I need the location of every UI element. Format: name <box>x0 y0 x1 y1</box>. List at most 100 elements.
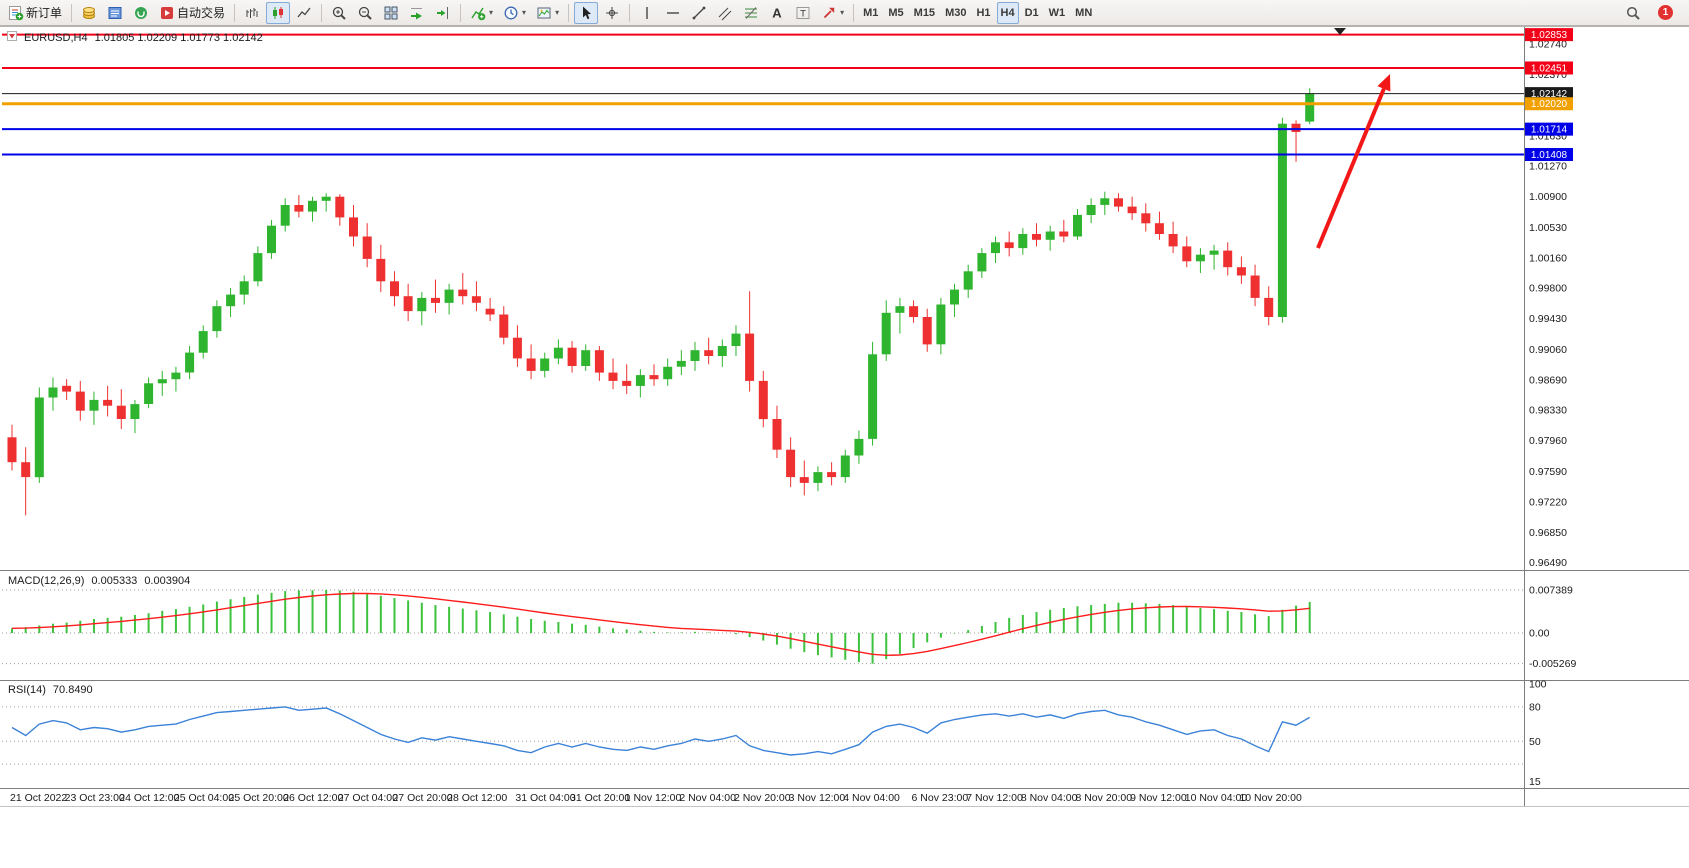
svg-text:A: A <box>772 5 782 20</box>
autotrading-icon <box>159 5 175 21</box>
macd-histogram <box>11 589 1311 664</box>
price-axis-label: 1.02740 <box>1529 39 1567 51</box>
zoom-in-icon <box>331 5 347 21</box>
date-axis-label: 6 Nov 23:00 <box>912 792 969 804</box>
rsi-name: RSI(14) <box>8 684 46 696</box>
toolbar-separator <box>853 3 855 22</box>
new-order-button[interactable]: 新订单 <box>4 2 66 24</box>
bar-chart-button[interactable] <box>240 2 264 24</box>
price-badge-label: 1.01408 <box>1531 150 1568 161</box>
price-badge-label: 1.01714 <box>1531 125 1568 136</box>
chart-window-icon <box>7 31 17 44</box>
rsi-line <box>11 706 1311 756</box>
price-axis-label: 1.01270 <box>1529 160 1567 172</box>
text-icon: A <box>769 5 785 21</box>
chart-shift-marker[interactable] <box>1334 28 1346 35</box>
candlestick-series <box>7 88 1315 516</box>
macd-axis-label: -0.005269 <box>1529 658 1576 670</box>
timeframe-m5-label: M5 <box>888 6 904 19</box>
notifications-button[interactable]: 1 <box>1654 2 1677 24</box>
fibonacci-button[interactable] <box>739 2 763 24</box>
indicators-button[interactable]: ▾ <box>466 2 497 24</box>
search-icon <box>1625 5 1641 21</box>
date-axis-label: 24 Oct 12:00 <box>119 792 179 804</box>
timeframe-w1-label: W1 <box>1048 6 1066 19</box>
toolbar-separator <box>71 3 73 22</box>
timeframe-d1[interactable]: D1 <box>1021 2 1043 24</box>
periods-icon <box>503 5 519 21</box>
trendline-button[interactable] <box>687 2 711 24</box>
date-axis-label: 25 Oct 04:00 <box>174 792 234 804</box>
timeframe-m1-label: M1 <box>863 6 879 19</box>
zoom-in-button[interactable] <box>327 2 351 24</box>
price-badge-label: 1.02451 <box>1531 63 1568 74</box>
toolbar-right-group: 1 <box>1620 2 1686 24</box>
timeframe-h1[interactable]: H1 <box>972 2 994 24</box>
price-axis-label: 0.99800 <box>1529 282 1567 294</box>
price-axis-label: 0.97960 <box>1529 435 1567 447</box>
timeframe-w1[interactable]: W1 <box>1045 2 1070 24</box>
timeframe-m30[interactable]: M30 <box>941 2 970 24</box>
zoom-out-button[interactable] <box>353 2 377 24</box>
crosshair-button[interactable] <box>600 2 624 24</box>
market-watch-button[interactable] <box>77 2 101 24</box>
toolbar-separator <box>460 3 462 22</box>
search-button[interactable] <box>1621 2 1645 24</box>
date-axis-label: 3 Nov 12:00 <box>789 792 846 804</box>
vertical-line-button[interactable] <box>635 2 659 24</box>
timeframe-d1-label: D1 <box>1024 6 1039 19</box>
auto-scroll-button[interactable] <box>405 2 429 24</box>
price-axis-label: 0.96850 <box>1529 527 1567 539</box>
trendline-icon <box>691 5 707 21</box>
symbol-ohlc: 1.01805 1.02209 1.01773 1.02142 <box>94 31 263 44</box>
equidistant-channel-button[interactable] <box>713 2 737 24</box>
timeframe-m15[interactable]: M15 <box>910 2 939 24</box>
timeframe-m1[interactable]: M1 <box>859 2 882 24</box>
text-button[interactable]: A <box>765 2 789 24</box>
candle-chart-icon <box>270 5 286 21</box>
timeframe-m5[interactable]: M5 <box>884 2 907 24</box>
macd-signal-line <box>11 592 1310 657</box>
chart-shift-button[interactable] <box>431 2 455 24</box>
autotrading-button-label: 自动交易 <box>177 6 226 20</box>
toolbar-separator <box>321 3 323 22</box>
periods-button[interactable]: ▾ <box>499 2 530 24</box>
arrow-annotation-head <box>1377 74 1391 92</box>
candle-chart-button[interactable] <box>266 1 291 24</box>
macd-axis-label: 0.007389 <box>1529 584 1573 596</box>
templates-button[interactable]: ▾ <box>532 2 563 24</box>
line-chart-button[interactable] <box>292 2 316 24</box>
price-axis-label: 0.97220 <box>1529 496 1567 508</box>
toolbar-separator <box>629 3 631 22</box>
date-axis-label: 27 Oct 20:00 <box>392 792 452 804</box>
macd-panel: 0.007389 0.00 -0.005269 <box>2 584 1576 670</box>
fibonacci-icon <box>743 5 759 21</box>
macd-axis-label: 0.00 <box>1529 628 1550 640</box>
bar-chart-icon <box>244 5 260 21</box>
autotrading-button[interactable]: 自动交易 <box>155 2 229 24</box>
arrows-button[interactable]: ▾ <box>817 2 848 24</box>
price-badge-label: 1.02142 <box>1531 89 1568 100</box>
date-axis-label: 23 Oct 23:00 <box>65 792 125 804</box>
rsi-panel: 100 80 50 15 <box>2 679 1547 788</box>
price-badge <box>1525 122 1573 136</box>
date-axis-label: 21 Oct 2022 <box>10 792 67 804</box>
timeframe-mn-label: MN <box>1075 6 1093 19</box>
cursor-button[interactable] <box>574 1 599 24</box>
label-button[interactable]: T <box>791 2 815 24</box>
tile-windows-button[interactable] <box>379 2 403 24</box>
timeframe-h4[interactable]: H4 <box>996 1 1019 24</box>
rsi-value: 70.8490 <box>52 684 93 696</box>
templates-icon <box>536 5 552 21</box>
arrow-annotation[interactable] <box>1316 88 1386 249</box>
vertical-line-icon <box>639 5 655 21</box>
price-badge <box>1525 87 1573 101</box>
toolbar-separator <box>568 3 570 22</box>
macd-value: 0.005333 <box>91 575 138 587</box>
mql-community-button[interactable] <box>129 2 153 24</box>
timeframe-mn[interactable]: MN <box>1071 2 1096 24</box>
data-window-button[interactable] <box>103 2 127 24</box>
horizontal-line-button[interactable] <box>661 2 685 24</box>
chart-shift-icon <box>435 5 451 21</box>
